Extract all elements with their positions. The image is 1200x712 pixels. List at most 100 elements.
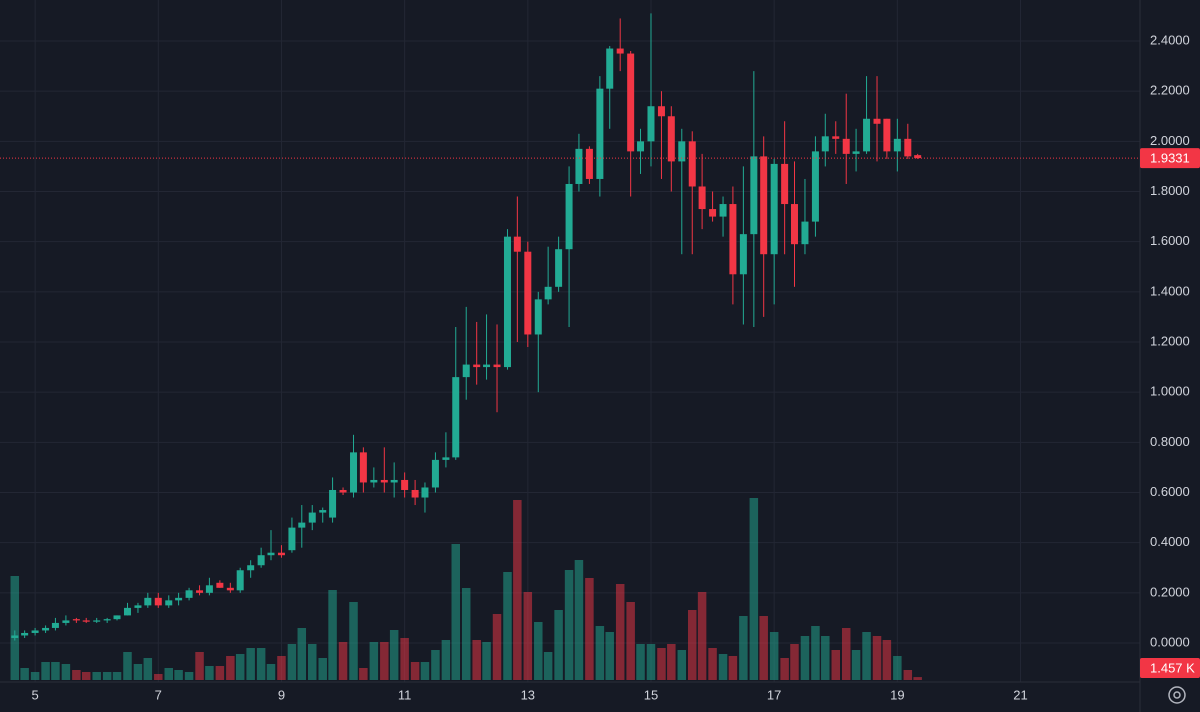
settings-icon[interactable] — [1168, 686, 1186, 704]
candle-body — [236, 570, 244, 591]
volume-bar — [595, 626, 605, 680]
y-tick-label: 1.8000 — [1150, 183, 1190, 198]
volume-bar — [893, 656, 902, 680]
candle-body — [298, 522, 306, 528]
candle-body — [606, 48, 614, 89]
y-tick-label: 1.6000 — [1150, 233, 1190, 248]
x-tick-label: 9 — [278, 687, 285, 702]
candle-body — [873, 118, 881, 124]
y-tick-label: 1.4000 — [1150, 283, 1190, 298]
candle-body — [370, 479, 378, 483]
volume-bar — [534, 622, 543, 680]
volume-bar — [308, 644, 317, 680]
volume-bar — [226, 656, 235, 680]
candle-body — [113, 615, 121, 620]
volume-bar — [112, 672, 122, 680]
volume-bar — [831, 650, 841, 680]
volume-bar — [451, 544, 461, 680]
volume-bar — [677, 650, 687, 680]
candle-body — [288, 527, 296, 551]
candle-body — [267, 552, 275, 556]
candle-body — [893, 138, 901, 152]
candle-body — [390, 479, 398, 483]
x-tick-label: 19 — [890, 687, 904, 702]
candle-body — [729, 204, 737, 275]
x-tick-label: 7 — [155, 687, 162, 702]
candle-body — [585, 148, 593, 179]
candle-body — [534, 299, 542, 335]
candle-body — [739, 234, 747, 275]
volume-bar — [277, 656, 286, 680]
volume-bar — [400, 638, 409, 680]
volume-bar — [626, 602, 635, 680]
candle-body — [821, 136, 829, 152]
volume-bar — [657, 648, 666, 680]
last-price-badge — [1140, 148, 1200, 169]
volume-bar — [800, 636, 810, 680]
candle-body — [452, 377, 460, 458]
candle-body — [524, 251, 532, 335]
candle-body — [555, 249, 563, 287]
candle-body — [596, 88, 604, 179]
candle-body — [42, 627, 50, 631]
candle-body — [411, 489, 419, 498]
volume-bar — [380, 642, 389, 680]
volume-bar — [246, 648, 255, 680]
candle-body — [51, 622, 59, 628]
candle-body — [575, 148, 583, 184]
candle-body — [811, 151, 819, 222]
candle-body — [503, 236, 511, 368]
volume-bar — [143, 658, 153, 680]
y-tick-label: 2.0000 — [1150, 133, 1190, 148]
candle-body — [493, 364, 501, 368]
volume-bar — [92, 672, 101, 680]
volume-bar — [482, 642, 491, 680]
volume-bar — [697, 592, 707, 680]
candle-body — [21, 632, 29, 636]
volume-bar — [318, 658, 327, 680]
volume-bar — [20, 668, 29, 680]
volume-bar — [431, 650, 440, 680]
volume-bar — [30, 672, 40, 680]
candle-body — [565, 183, 573, 250]
candle-body — [165, 600, 173, 606]
candle-body — [134, 605, 142, 608]
x-tick-label: 21 — [1013, 687, 1027, 702]
volume-bar — [420, 662, 430, 680]
candle-body — [196, 590, 204, 593]
candle-body — [216, 582, 224, 588]
volume-bar — [574, 560, 584, 680]
volume-bar — [872, 636, 882, 680]
settings-core — [1173, 691, 1181, 699]
volume-bar — [646, 644, 656, 680]
volume-bar — [154, 674, 163, 680]
volume-bar — [728, 656, 738, 680]
y-tick-label: 0.0000 — [1150, 634, 1190, 649]
volume-bar — [769, 632, 779, 680]
candle-body — [339, 489, 347, 493]
volume-bar — [10, 576, 20, 680]
candle-body — [473, 364, 481, 368]
candle-body — [319, 510, 327, 513]
volume-bar — [903, 670, 913, 680]
volume-bar — [708, 648, 717, 680]
y-tick-label: 0.4000 — [1150, 534, 1190, 549]
candle-body — [421, 487, 429, 498]
volume-bar — [205, 666, 214, 680]
candle-body — [175, 597, 183, 601]
volume-bar — [472, 640, 481, 680]
candle-body — [790, 204, 798, 245]
volume-bar — [235, 654, 245, 680]
volume-bar — [41, 662, 50, 680]
x-tick-label: 15 — [644, 687, 658, 702]
volume-bar — [297, 628, 307, 680]
settings-ring — [1168, 686, 1186, 704]
y-tick-label: 0.2000 — [1150, 584, 1190, 599]
volume-bar — [215, 666, 225, 680]
candle-body — [852, 151, 860, 154]
y-tick-label: 1.2000 — [1150, 333, 1190, 348]
x-tick-label: 13 — [521, 687, 535, 702]
volume-bar — [749, 498, 759, 680]
volume-bar — [359, 668, 368, 680]
candle-layer — [11, 13, 922, 641]
